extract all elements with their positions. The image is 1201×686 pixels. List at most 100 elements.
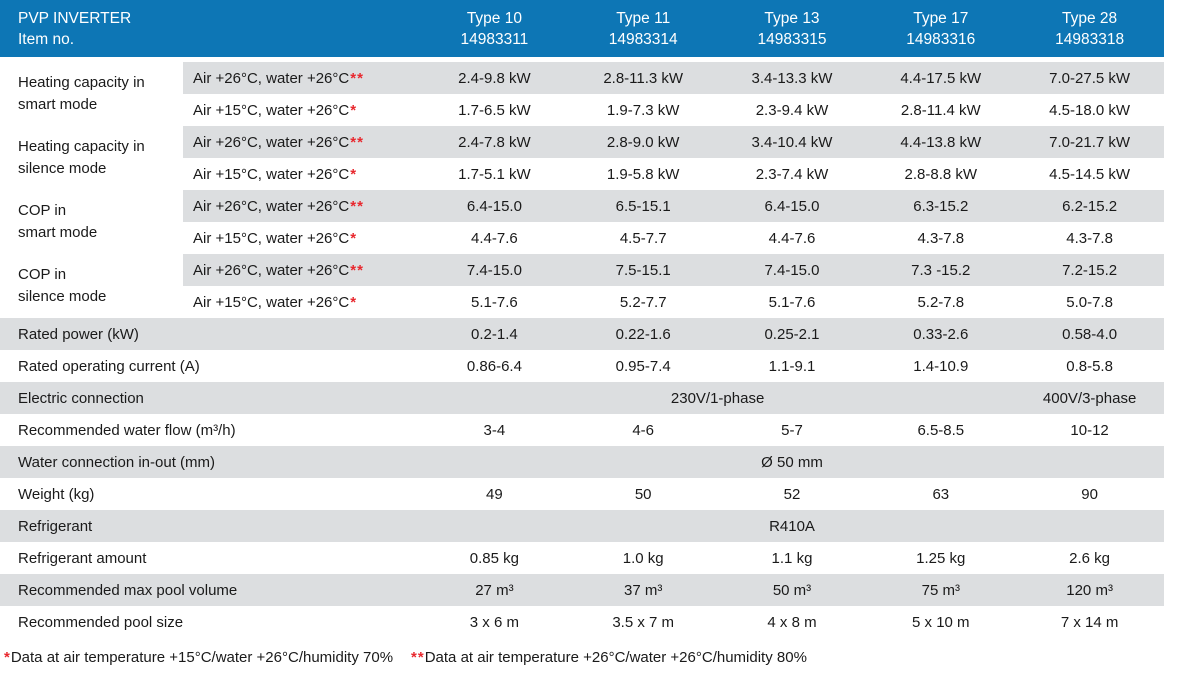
value-cell: 3.4-13.3 kW (717, 62, 867, 94)
row-label: Refrigerant (18, 517, 93, 535)
footnote-text: Data at air temperature +15°C/water +26°… (10, 649, 394, 666)
spec-table-body: Heating capacity in smart mode Air +26°C, … (0, 62, 1164, 638)
value-cell: 3 x 6 m (420, 606, 569, 638)
value-cell: 6.4-15.0 (717, 190, 867, 222)
value-cell: 4 x 8 m (717, 606, 867, 638)
value-cell: 2.6 kg (1015, 542, 1164, 574)
value-cell: 90 (1015, 478, 1164, 510)
value-cell: 4.4-17.5 kW (866, 62, 1016, 94)
condition-text: Air +15°C, water +26°C (193, 101, 350, 119)
value-cell: 0.85 kg (420, 542, 569, 574)
row-label-cell: Refrigerant (0, 510, 420, 542)
group-label-cell: COP in smart mode (0, 190, 183, 254)
condition-text: Air +26°C, water +26°C (193, 197, 350, 215)
condition-text: Air +15°C, water +26°C (193, 293, 350, 311)
condition-asterisks: * (350, 101, 358, 119)
footnote-text: Data at air temperature +26°C/water +26°… (424, 649, 807, 666)
value-cell: 4.4-13.8 kW (866, 126, 1016, 158)
row-label: Rated operating current (A) (18, 357, 200, 375)
value-cell: 2.3-9.4 kW (717, 94, 867, 126)
header-type-label: Type 13 (764, 9, 820, 27)
group-label-line2: silence mode (18, 288, 107, 305)
row-label: Water connection in-out (mm) (18, 453, 216, 471)
value-cell: 3.4-10.4 kW (717, 126, 867, 158)
value-cell: 7.0-27.5 kW (1015, 62, 1164, 94)
condition-cell: Air +15°C, water +26°C * (183, 158, 420, 190)
value-cell: 0.2-1.4 (420, 318, 569, 350)
value-cell: 4.5-7.7 (568, 222, 718, 254)
value-cell: 49 (420, 478, 569, 510)
value-cell: 63 (866, 478, 1016, 510)
condition-asterisks: ** (350, 261, 364, 279)
group-label-line1: Heating capacity in (18, 138, 145, 155)
value-cell: 4.4-7.6 (420, 222, 569, 254)
value-cell: 6.4-15.0 (420, 190, 569, 222)
value-cell: 0.33-2.6 (866, 318, 1016, 350)
condition-asterisks: ** (350, 197, 364, 215)
row-label-cell: Rated power (kW) (0, 318, 420, 350)
value-cell: 5 x 10 m (866, 606, 1016, 638)
value-cell: 4.5-14.5 kW (1015, 158, 1164, 190)
header-item-no: 14983316 (906, 30, 976, 48)
value-cell: 10-12 (1015, 414, 1164, 446)
value-cell: 4.3-7.8 (866, 222, 1016, 254)
row-label-cell: Water connection in-out (mm) (0, 446, 420, 478)
value-cell: 27 m³ (420, 574, 569, 606)
value-cell: 4.5-18.0 kW (1015, 94, 1164, 126)
group-label-line1: COP in (18, 266, 67, 283)
row-label: Rated power (kW) (18, 325, 139, 343)
value-cell: 4.3-7.8 (1015, 222, 1164, 254)
header-title-line2: Item no. (18, 31, 74, 48)
value-cell: 7.4-15.0 (717, 254, 867, 286)
value-cell: 2.8-9.0 kW (568, 126, 718, 158)
header-type-label: Type 28 (1062, 9, 1118, 27)
row-label: Recommended max pool volume (18, 581, 238, 599)
value-cell: 5-7 (717, 414, 867, 446)
row-label: Recommended water flow (m³/h) (18, 421, 236, 439)
header-title: PVP INVERTER Item no. (0, 0, 420, 57)
header-type-column: Type 10 14983311 (420, 0, 569, 57)
header-type-column: Type 17 14983316 (866, 0, 1015, 57)
value-cell: 1.9-7.3 kW (568, 94, 718, 126)
footnote-asterisks: ** (411, 649, 425, 666)
condition-text: Air +15°C, water +26°C (193, 165, 350, 183)
value-cell: 6.3-15.2 (866, 190, 1016, 222)
row-label-cell: Recommended pool size (0, 606, 420, 638)
condition-cell: Air +26°C, water +26°C ** (183, 126, 420, 158)
value-cell: 1.0 kg (568, 542, 718, 574)
value-cell: 2.3-7.4 kW (717, 158, 867, 190)
value-cell: 6.5-8.5 (866, 414, 1016, 446)
merged-value-cell: R410A (420, 510, 1164, 542)
header-type-label: Type 10 (466, 9, 522, 27)
merged-value-cell: Ø 50 mm (420, 446, 1164, 478)
condition-asterisks: * (350, 229, 358, 247)
header-type-label: Type 11 (616, 9, 671, 27)
group-label-line2: silence mode (18, 160, 107, 177)
value-cell: 5.2-7.8 (866, 286, 1016, 318)
value-cell: 7.0-21.7 kW (1015, 126, 1164, 158)
condition-cell: Air +26°C, water +26°C ** (183, 254, 420, 286)
value-cell: 50 (568, 478, 718, 510)
value-cell: 0.58-4.0 (1015, 318, 1164, 350)
value-cell: 4-6 (568, 414, 718, 446)
spec-table: PVP INVERTER Item no. Type 10 14983311 Typ… (0, 0, 1164, 666)
value-cell: 0.95-7.4 (568, 350, 718, 382)
value-cell: 1.1 kg (717, 542, 867, 574)
value-cell: 1.9-5.8 kW (568, 158, 718, 190)
group-label-line2: smart mode (18, 96, 98, 113)
value-cell: 3.5 x 7 m (568, 606, 718, 638)
value-cell: 2.8-11.3 kW (568, 62, 718, 94)
condition-cell: Air +15°C, water +26°C * (183, 222, 420, 254)
value-cell: 2.8-11.4 kW (866, 94, 1016, 126)
value-cell: 0.8-5.8 (1015, 350, 1164, 382)
value-cell: 6.2-15.2 (1015, 190, 1164, 222)
header-type-column: Type 11 14983314 (569, 0, 718, 57)
header-type-label: Type 17 (913, 9, 969, 27)
header-item-no: 14983311 (460, 30, 529, 48)
value-cell: 7 x 14 m (1015, 606, 1164, 638)
merged-value-cell: 230V/1-phase (420, 382, 1016, 414)
condition-asterisks: ** (350, 69, 364, 87)
value-cell: 2.4-9.8 kW (420, 62, 569, 94)
footnote: ** Data at air temperature +26°C/water +2… (410, 649, 807, 666)
